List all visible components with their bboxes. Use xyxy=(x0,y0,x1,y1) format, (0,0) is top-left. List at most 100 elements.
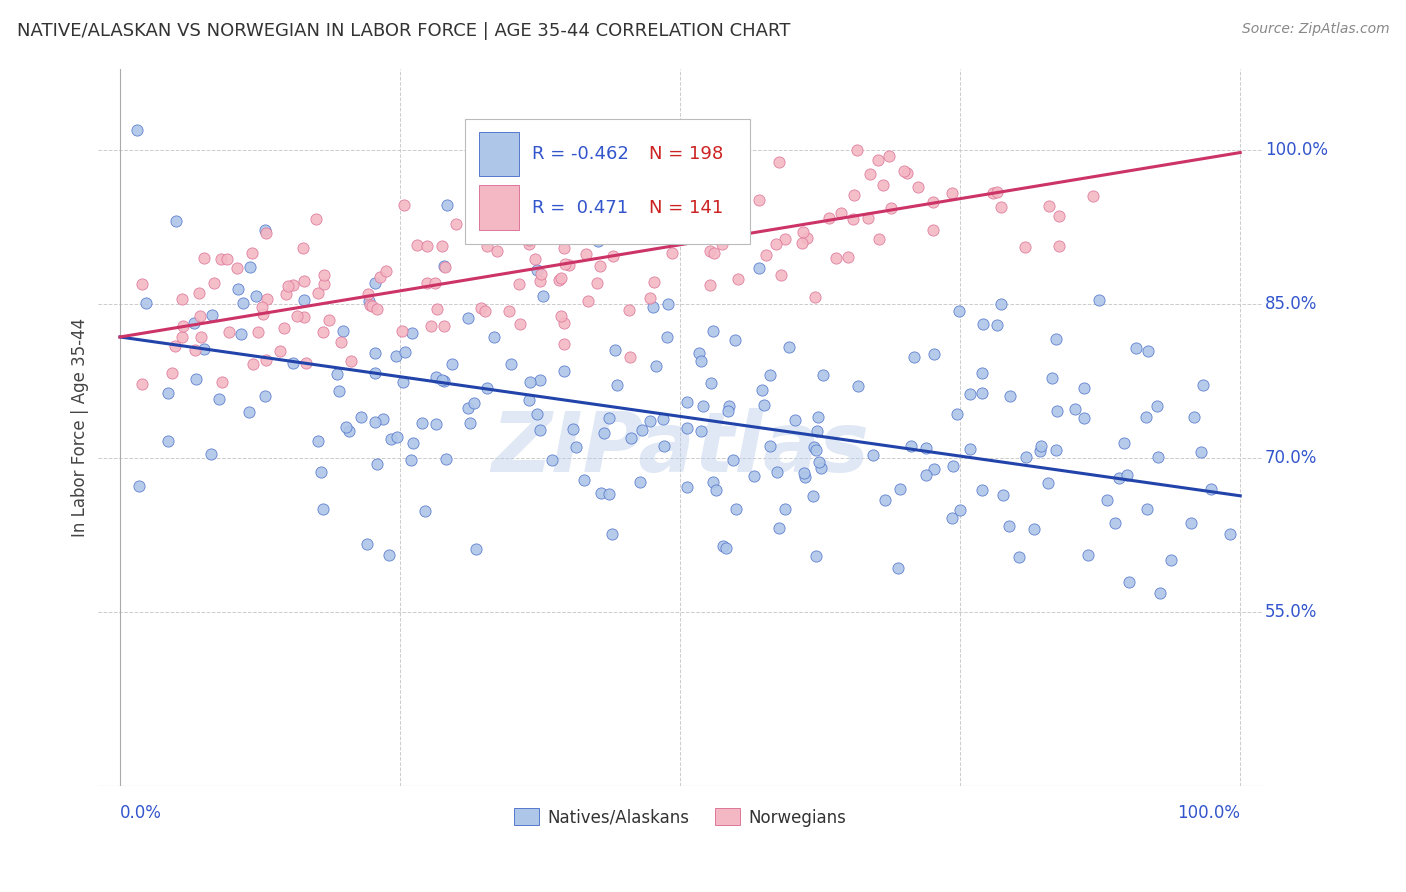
Point xyxy=(200,447,222,461)
Point xyxy=(307,285,329,300)
Point xyxy=(190,330,212,344)
Point xyxy=(432,318,454,333)
Point xyxy=(312,325,335,339)
Point xyxy=(727,272,749,286)
Point xyxy=(281,356,304,370)
Point xyxy=(818,211,841,226)
Text: NATIVE/ALASKAN VS NORWEGIAN IN LABOR FORCE | AGE 35-44 CORRELATION CHART: NATIVE/ALASKAN VS NORWEGIAN IN LABOR FOR… xyxy=(17,22,790,40)
Point xyxy=(231,296,253,310)
Point xyxy=(808,455,831,469)
Point xyxy=(499,357,522,371)
Point xyxy=(256,292,278,306)
Point xyxy=(378,548,401,562)
Point xyxy=(340,354,363,368)
Point xyxy=(766,465,789,479)
Point xyxy=(183,316,205,330)
Point xyxy=(792,236,814,251)
Point xyxy=(172,319,194,334)
Point xyxy=(165,213,187,227)
Point xyxy=(252,307,274,321)
Text: N = 141: N = 141 xyxy=(648,199,723,217)
Point xyxy=(699,277,721,292)
Point xyxy=(509,317,531,331)
Point xyxy=(523,252,546,266)
Text: 55.0%: 55.0% xyxy=(1265,603,1317,621)
Point xyxy=(1125,341,1147,355)
Text: 100.0%: 100.0% xyxy=(1177,805,1240,822)
Point xyxy=(252,300,274,314)
Point xyxy=(945,407,967,421)
Point xyxy=(872,178,894,192)
Point xyxy=(436,198,458,212)
Point xyxy=(531,289,554,303)
Point xyxy=(593,425,616,440)
Point xyxy=(440,358,463,372)
Point xyxy=(425,417,447,432)
Point xyxy=(127,123,149,137)
Point xyxy=(689,194,711,208)
Point xyxy=(1064,401,1087,416)
Point xyxy=(170,292,193,306)
Point xyxy=(318,313,340,327)
Point xyxy=(575,247,598,261)
Text: ZIPatlas: ZIPatlas xyxy=(491,409,869,489)
Point xyxy=(463,395,485,409)
Point xyxy=(589,260,612,274)
Point xyxy=(703,245,725,260)
Text: 85.0%: 85.0% xyxy=(1265,295,1317,313)
Point xyxy=(704,483,727,498)
Point xyxy=(1046,404,1069,418)
Point xyxy=(804,290,827,304)
Point xyxy=(970,483,993,497)
Point xyxy=(887,561,910,575)
Point xyxy=(970,366,993,380)
Point xyxy=(364,346,387,360)
Point xyxy=(676,395,699,409)
Point xyxy=(239,260,262,275)
Point xyxy=(759,438,782,452)
Point xyxy=(915,467,938,482)
Point xyxy=(856,211,879,225)
Point xyxy=(652,411,675,425)
Point xyxy=(806,424,828,438)
Point xyxy=(889,482,911,496)
Point xyxy=(366,301,388,316)
Point xyxy=(598,411,620,425)
Point xyxy=(254,352,277,367)
Point xyxy=(419,319,441,334)
Point xyxy=(869,232,891,246)
Point xyxy=(553,364,575,378)
Point xyxy=(157,434,180,449)
Point xyxy=(157,386,180,401)
Point xyxy=(661,246,683,260)
Point xyxy=(1073,411,1095,425)
Point xyxy=(645,359,668,374)
Point xyxy=(326,367,349,381)
Point xyxy=(921,223,943,237)
Point xyxy=(402,435,425,450)
Point xyxy=(413,504,436,518)
Point xyxy=(165,339,187,353)
Point xyxy=(711,236,734,251)
Point xyxy=(226,260,249,275)
Text: R = -0.462: R = -0.462 xyxy=(531,145,628,163)
Point xyxy=(972,317,994,331)
Point xyxy=(1045,443,1067,458)
Point xyxy=(405,238,427,252)
Point xyxy=(498,303,520,318)
Text: Source: ZipAtlas.com: Source: ZipAtlas.com xyxy=(1241,22,1389,37)
Point xyxy=(519,237,541,252)
Point xyxy=(548,272,571,286)
Point xyxy=(942,458,965,473)
Point xyxy=(970,386,993,401)
Point xyxy=(810,461,832,475)
Point xyxy=(702,324,724,338)
Point xyxy=(273,320,295,334)
Point xyxy=(526,262,548,277)
Point xyxy=(307,434,329,449)
Point xyxy=(676,480,699,494)
Point xyxy=(391,324,413,338)
Point xyxy=(530,267,553,281)
Point xyxy=(657,330,679,344)
Point xyxy=(688,345,710,359)
